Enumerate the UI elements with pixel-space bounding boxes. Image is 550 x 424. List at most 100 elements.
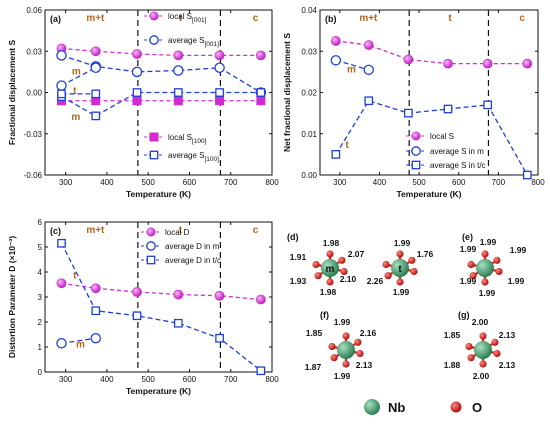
data-point	[331, 150, 341, 159]
y-tick-label: 0.03	[26, 47, 42, 56]
oxygen-key-icon	[450, 401, 462, 413]
oxygen-atom	[493, 256, 501, 264]
data-point	[522, 58, 533, 69]
data-point	[215, 333, 224, 343]
data-point	[215, 96, 225, 106]
y-tick-label: 0.00	[26, 89, 42, 98]
data-point	[443, 104, 453, 114]
legend: local S average S in m average S in t/c	[406, 131, 486, 170]
y-tick-label: 0	[38, 368, 43, 377]
region-label: c	[253, 13, 259, 24]
series-line	[335, 59, 369, 71]
y-tick-label: 0.01	[301, 130, 317, 139]
bond-length-label: 1.99	[508, 276, 525, 286]
x-tick-label: 500	[142, 178, 156, 187]
legend-label: average S in t/c	[430, 161, 486, 170]
oxygen-atom	[384, 272, 392, 280]
bond-length-label: 1.98	[320, 287, 337, 297]
y-tick-label: 0.03	[301, 47, 317, 56]
series-line	[61, 47, 261, 57]
data-point	[255, 50, 266, 61]
data-point	[404, 108, 413, 118]
structures-layer: (d)m1.911.982.071.93 2.101.98t1.991.762.2…	[287, 232, 527, 415]
oxygen-atom	[314, 272, 322, 280]
legend-label: average S[001]	[168, 36, 219, 48]
region-label: t	[179, 225, 183, 236]
niobium-atom	[391, 259, 409, 277]
legend-item: local D	[141, 227, 190, 237]
x-axis-label: Temperature (K)	[126, 386, 191, 396]
oxygen-atom	[326, 250, 334, 258]
data-point	[522, 170, 532, 180]
y-tick-label: -0.06	[24, 171, 43, 180]
panel-label: (d)	[287, 232, 299, 242]
structure-panel-3: (f) 1.99 1.85 2.16 1.87 2.13 1.99	[305, 310, 377, 381]
panel-label: (a)	[50, 14, 61, 24]
legend-marker	[411, 160, 421, 170]
x-tick-label: 600	[183, 178, 197, 187]
legend-marker	[411, 131, 421, 141]
data-point	[255, 294, 266, 305]
data-point	[132, 311, 142, 321]
oxygen-atom	[410, 267, 418, 276]
series-3	[331, 96, 532, 180]
chart-panel-a: 300 400 500 600 700 800 -0.06 -0.03 0.00 0.03 0.06…	[7, 6, 279, 199]
data-point	[330, 36, 341, 46]
y-axis-label: Distortion Parameter D (×10⁻³)	[7, 236, 17, 359]
x-tick-label: 400	[100, 178, 114, 187]
data-point	[56, 337, 67, 349]
bond-length-label: 1.99	[334, 371, 351, 381]
data-point	[90, 283, 101, 294]
legend: local S[001] average S[001] local S[100] av…	[144, 11, 219, 163]
legend-marker	[149, 150, 159, 160]
region-label: c	[253, 225, 259, 236]
legend-marker	[149, 11, 159, 21]
bond-length-label: 2.13	[499, 330, 516, 340]
charts-layer: 300 400 500 600 700 800 -0.06 -0.03 0.00 0.03 0.06…	[7, 6, 545, 396]
series-2	[56, 50, 267, 98]
legend-marker	[149, 132, 159, 142]
series-line	[61, 91, 261, 117]
element-key: Nb O	[364, 399, 482, 415]
chart-panel-b: 300 400 500 600 700 800 0.00 0.01 0.02 0.03 0.04 Te…	[282, 6, 545, 199]
region-label: t	[448, 13, 452, 24]
data-point	[57, 89, 66, 99]
y-tick-label: 0.00	[301, 171, 317, 180]
bond-length-label: 1.85	[306, 328, 323, 338]
region-label: c	[519, 13, 525, 24]
oxygen-atom	[408, 256, 416, 264]
legend-item: average S in m	[406, 146, 484, 156]
oxygen-atom	[340, 267, 348, 276]
structure-panel-4: (g)2.001.85 2.131.88 2.132.00	[444, 310, 516, 381]
data-point	[214, 62, 225, 74]
data-point	[57, 238, 66, 248]
legend-label: average S in m	[430, 147, 484, 156]
plot-frame	[319, 9, 539, 176]
data-point	[215, 88, 224, 97]
x-tick-label: 700	[224, 178, 238, 187]
phase-annotation: m	[347, 65, 356, 76]
site-label: m	[326, 264, 335, 275]
legend-marker	[149, 35, 159, 45]
data-point	[132, 287, 142, 297]
data-point	[56, 278, 67, 289]
oxygen-atom	[328, 342, 336, 351]
data-point	[483, 100, 493, 110]
panel-label: (f)	[320, 310, 329, 320]
oxygen-atom	[481, 278, 489, 286]
region-label: m+t	[86, 225, 105, 236]
data-point	[90, 62, 102, 74]
legend-item: local S[100]	[144, 132, 207, 145]
oxygen-atom	[342, 332, 350, 340]
bond-length-label: 1.98	[323, 238, 340, 248]
x-tick-label: 400	[100, 375, 114, 384]
data-point	[173, 96, 183, 106]
y-tick-label: 5	[38, 243, 43, 252]
data-point	[330, 55, 342, 66]
niobium-atom	[476, 259, 494, 277]
oxygen-atom	[356, 349, 364, 358]
phase-annotation: t	[73, 271, 77, 282]
legend-label: local D	[165, 228, 190, 237]
bond-length-label: 2.00	[473, 371, 490, 381]
oxygen-atom	[382, 260, 390, 269]
